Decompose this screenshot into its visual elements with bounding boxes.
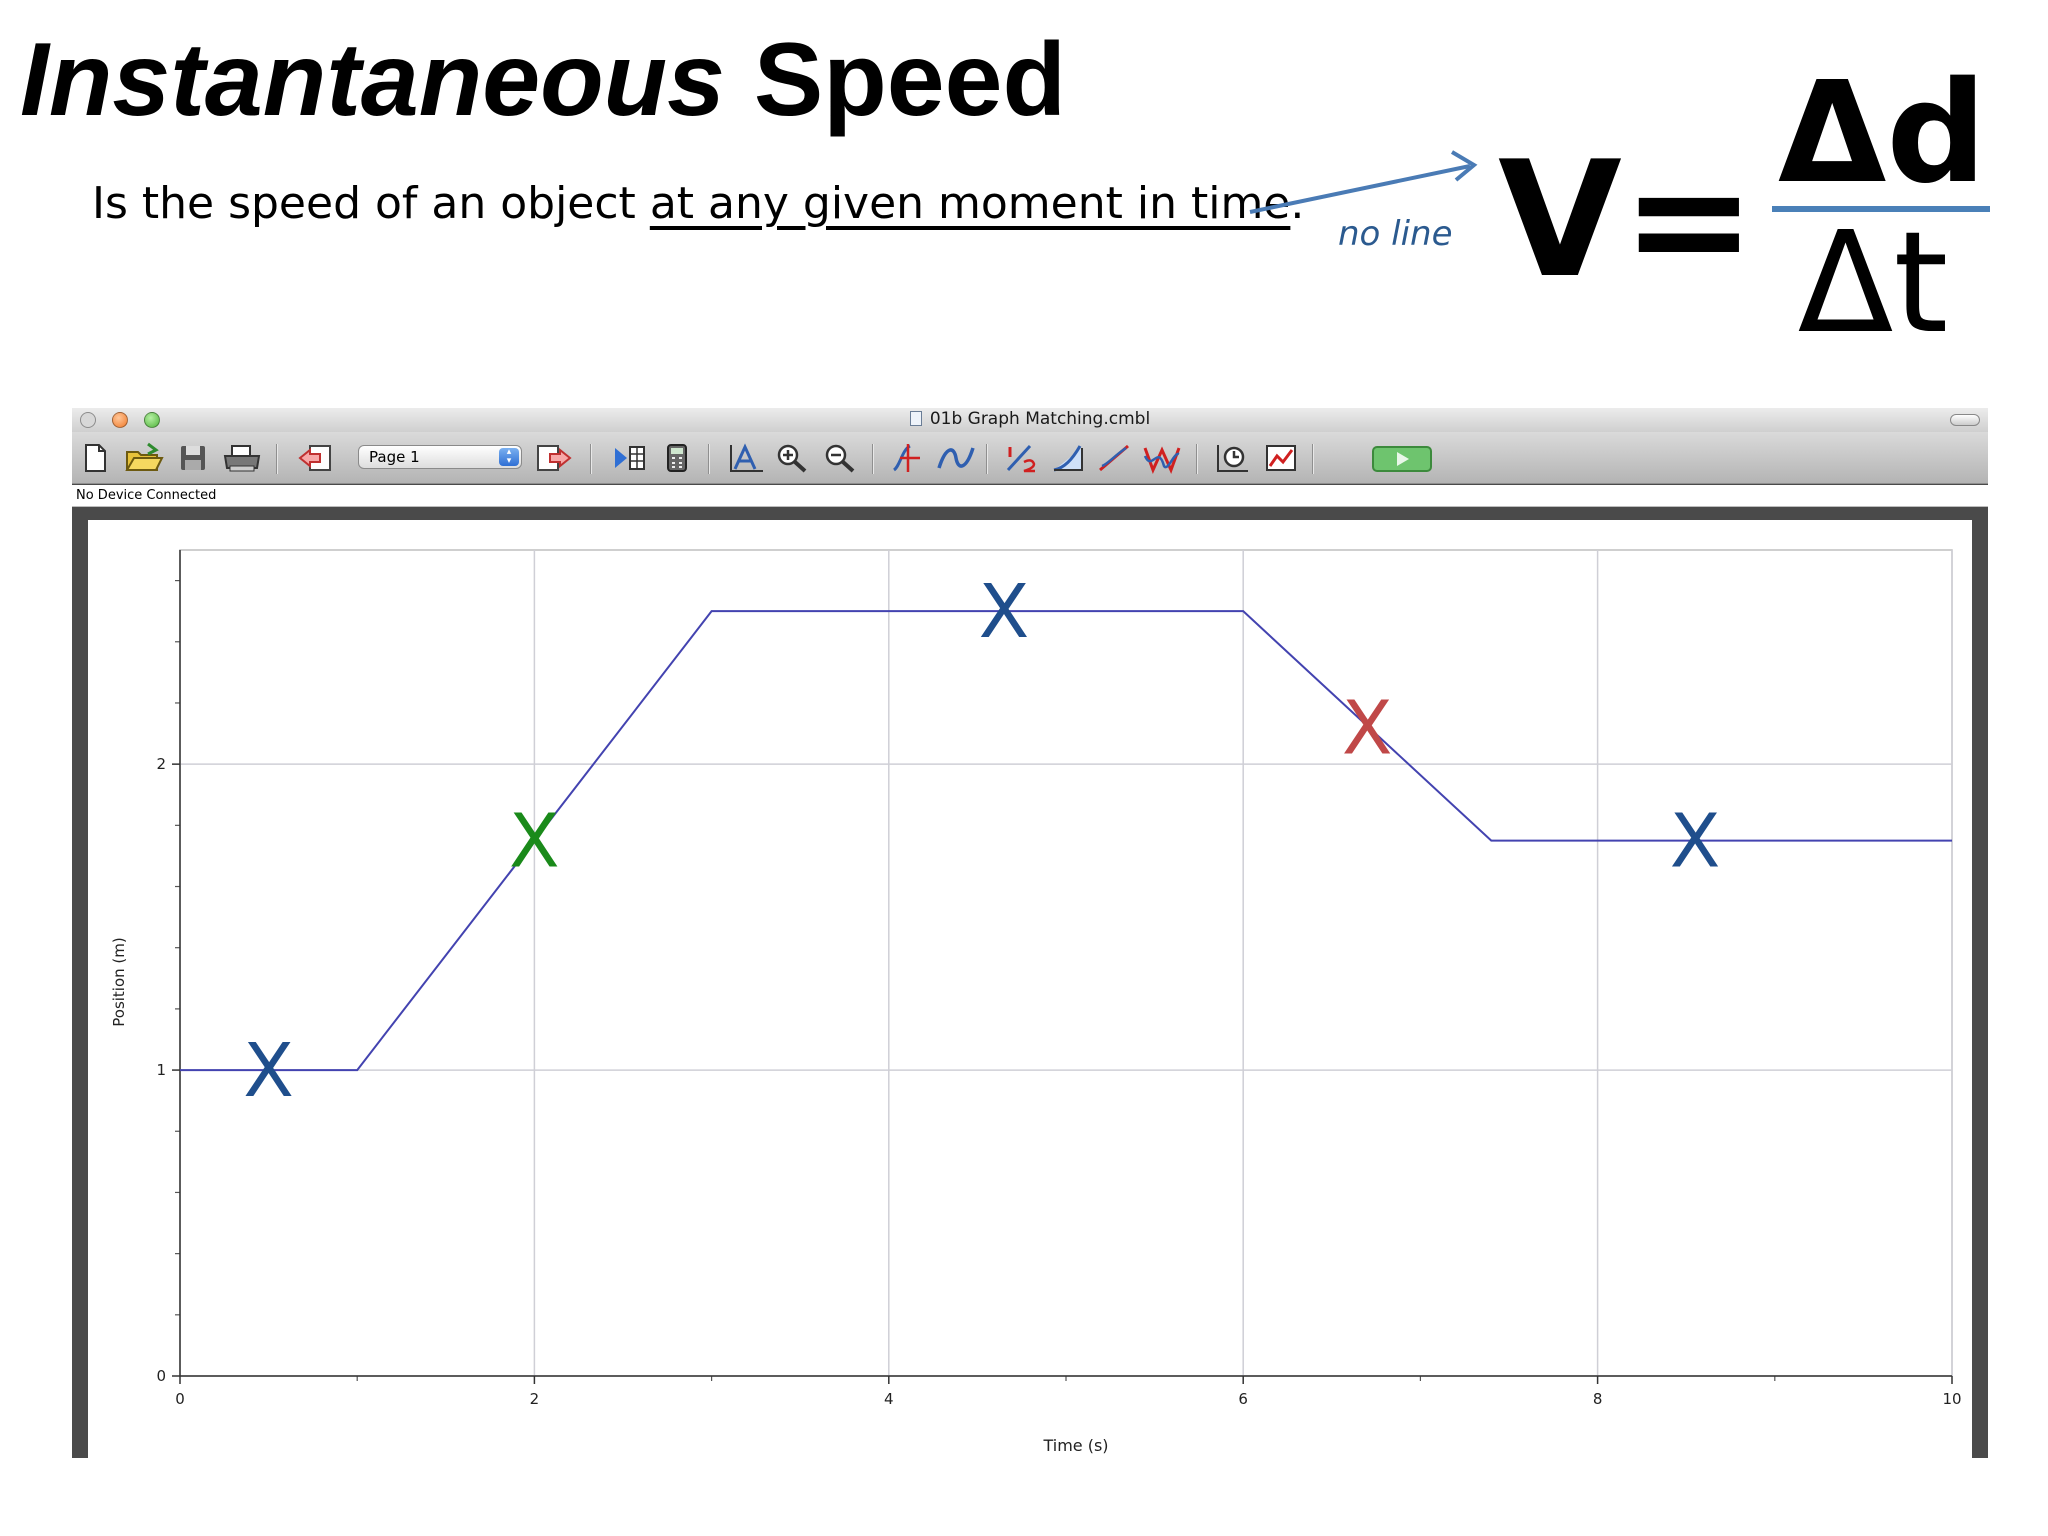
slide-title-italic: Instantaneous [20, 22, 725, 138]
arrow-head-icon [1450, 150, 1478, 182]
equation-numerator: Δd [1778, 52, 1987, 215]
definition-underlined: at any given moment in time [649, 178, 1291, 229]
toolbar-separator [590, 444, 591, 474]
integral-icon [1053, 445, 1083, 472]
tangent-icon [1006, 444, 1036, 473]
open-button[interactable] [124, 442, 164, 474]
print-icon [223, 445, 261, 472]
autoscale-icon [730, 443, 763, 472]
timer-button[interactable] [1214, 442, 1252, 474]
status-bar: No Device Connected [72, 485, 1988, 507]
new-file-icon [85, 444, 106, 472]
toolbar-separator [1312, 444, 1313, 474]
slide-title-rest: Speed [725, 22, 1066, 138]
series-layer [180, 610, 1952, 1072]
graph-options-button[interactable] [1262, 442, 1300, 474]
x-tick-label: 2 [530, 1390, 540, 1408]
x-axis-label: Time (s) [1042, 1436, 1108, 1455]
interpolate-button[interactable] [936, 442, 976, 474]
linear-fit-icon [1099, 444, 1129, 472]
x-tick-label: 4 [884, 1390, 894, 1408]
collect-button[interactable] [1372, 446, 1432, 472]
definition-prefix: Is the speed of an object [92, 178, 650, 229]
axis-layer: 0 2 4 6 8 10 0 1 2 [156, 550, 1962, 1408]
document-icon [909, 411, 922, 426]
calculator-button[interactable] [662, 442, 692, 474]
annotation-layer: X X X X X [243, 569, 1720, 1114]
toolbar-separator [276, 444, 277, 474]
page-select-value: Page 1 [369, 448, 420, 466]
tangent-button[interactable] [1004, 442, 1040, 474]
previous-page-button[interactable] [296, 442, 336, 474]
curve-fit-button[interactable] [1142, 442, 1182, 474]
toolbar-separator [708, 444, 709, 474]
y-axis-label: Position (m) [110, 937, 128, 1027]
collect-icon [1372, 446, 1432, 472]
window-minimize-button[interactable] [112, 412, 128, 428]
zoom-out-button[interactable] [822, 442, 858, 474]
open-folder-icon [125, 442, 164, 471]
window-title: 01b Graph Matching.cmbl [72, 409, 1988, 429]
window-title-text: 01b Graph Matching.cmbl [929, 409, 1151, 429]
y-tick-label: 0 [156, 1367, 166, 1385]
x-tick-label: 8 [1593, 1390, 1603, 1408]
save-icon [181, 446, 205, 470]
x-marker-annotation: X [509, 799, 560, 885]
examine-button[interactable] [890, 442, 926, 474]
window-zoom-button[interactable] [144, 412, 160, 428]
arrow-note: no line [1338, 214, 1453, 254]
linear-fit-button[interactable] [1096, 442, 1132, 474]
grid-layer [179, 549, 1953, 1377]
examine-icon [892, 444, 920, 472]
app-window: 01b Graph Matching.cmbl Page 1 ▴ ▾ [72, 408, 1988, 1458]
toolbar-toggle-button[interactable] [1950, 414, 1980, 426]
data-browser-icon [615, 446, 645, 470]
new-file-button[interactable] [80, 442, 110, 474]
definition-text: Is the speed of an object at any given m… [92, 178, 1304, 231]
timer-icon [1217, 445, 1248, 472]
x-marker-annotation: X [1670, 799, 1721, 885]
zoom-in-icon [777, 444, 807, 473]
interpolate-icon [937, 447, 975, 469]
x-tick-label: 0 [175, 1390, 185, 1408]
equation-denominator: Δt [1797, 202, 1949, 365]
data-browser-button[interactable] [612, 442, 648, 474]
graph-panel[interactable]: 0 2 4 6 8 10 0 1 2 X X X X X Time (s) Position (m) [88, 520, 1972, 1458]
print-button[interactable] [222, 442, 262, 474]
x-tick-label: 6 [1238, 1390, 1248, 1408]
y-tick-label: 2 [156, 755, 166, 773]
window-close-button[interactable] [80, 412, 96, 428]
position-time-graph[interactable]: 0 2 4 6 8 10 0 1 2 X X X X X Time (s) Position (m) [88, 520, 1972, 1458]
toolbar-separator [1196, 444, 1197, 474]
save-button[interactable] [178, 442, 208, 474]
plot-frame [179, 549, 1953, 1377]
position-series-line [180, 610, 1952, 1072]
page-select[interactable]: Page 1 ▴ ▾ [358, 445, 522, 469]
slide-title: Instantaneous Speed [20, 18, 1066, 143]
y-tick-label: 1 [156, 1061, 166, 1079]
autoscale-button[interactable] [726, 442, 766, 474]
calculator-icon [667, 444, 687, 472]
x-marker-annotation: X [979, 569, 1030, 655]
curve-fit-icon [1143, 446, 1181, 474]
x-tick-label: 10 [1942, 1390, 1961, 1408]
window-titlebar[interactable]: 01b Graph Matching.cmbl [72, 408, 1988, 432]
equation-lhs: V= [1498, 126, 1756, 313]
toolbar: Page 1 ▴ ▾ [72, 432, 1988, 484]
equation-fraction-bar [1772, 206, 1990, 212]
next-page-button[interactable] [534, 442, 574, 474]
x-marker-annotation: X [243, 1028, 294, 1114]
definition-suffix: . [1290, 178, 1305, 229]
x-marker-annotation: X [1342, 685, 1393, 771]
zoom-in-button[interactable] [774, 442, 810, 474]
graph-options-icon [1266, 445, 1296, 471]
zoom-out-icon [825, 444, 855, 473]
integral-button[interactable] [1050, 442, 1086, 474]
next-page-icon [537, 445, 572, 471]
toolbar-separator [872, 444, 873, 474]
select-arrows-icon: ▴ ▾ [499, 448, 519, 466]
previous-page-icon [298, 445, 331, 471]
toolbar-separator [986, 444, 987, 474]
